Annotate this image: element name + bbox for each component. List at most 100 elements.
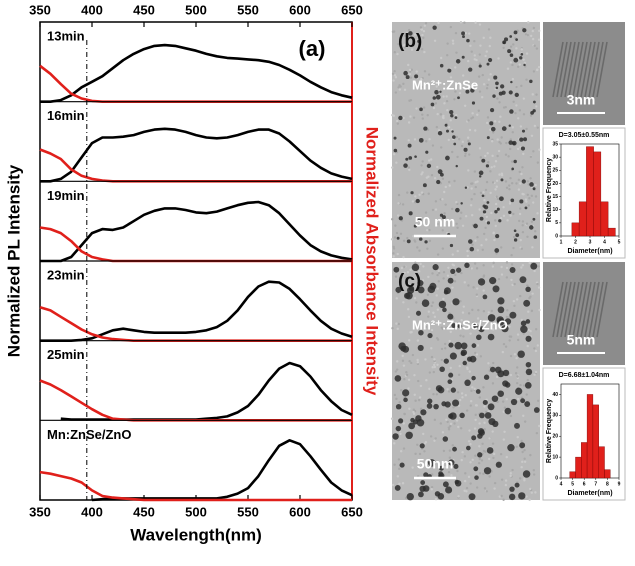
tem-noise xyxy=(500,478,504,481)
tem-noise xyxy=(445,95,448,98)
tem-noise xyxy=(516,435,519,439)
y-tick-label: 5 xyxy=(555,220,558,226)
particle xyxy=(450,268,456,274)
tem-noise xyxy=(416,246,419,249)
tem-noise xyxy=(422,265,425,268)
tem-noise xyxy=(531,292,534,295)
particle xyxy=(414,74,419,79)
tem-noise xyxy=(526,344,529,348)
tem-noise xyxy=(447,470,451,474)
tem-noise xyxy=(463,21,466,24)
particle xyxy=(503,37,509,42)
tem-noise xyxy=(446,420,449,424)
tem-noise xyxy=(426,293,430,296)
tem-noise xyxy=(431,272,434,275)
tem-noise xyxy=(433,363,436,367)
tem-noise xyxy=(477,109,480,112)
tem-noise xyxy=(482,36,485,40)
tem-noise xyxy=(426,247,429,250)
tem-noise xyxy=(398,482,401,486)
tem-noise xyxy=(464,152,467,155)
tem-noise xyxy=(492,361,495,365)
tem-noise xyxy=(447,180,451,184)
tem-noise xyxy=(443,212,446,215)
particle xyxy=(432,25,437,30)
particle xyxy=(451,323,457,328)
particle xyxy=(417,279,424,287)
tem-noise xyxy=(485,215,489,219)
particle xyxy=(490,126,496,132)
image-label: (c) xyxy=(398,271,421,292)
tem-noise xyxy=(525,52,529,55)
tem-noise xyxy=(509,138,512,141)
lattice-fringe xyxy=(580,41,592,98)
tem-noise xyxy=(443,102,446,105)
panel-sample-label: 23min xyxy=(47,267,85,282)
particle xyxy=(410,417,415,423)
tem-noise xyxy=(456,226,459,230)
tem-noise xyxy=(537,265,540,268)
particle xyxy=(484,412,492,419)
tem-noise xyxy=(522,58,525,61)
tem-noise xyxy=(487,28,491,31)
tem-noise xyxy=(403,378,406,381)
tem-noise xyxy=(511,77,515,81)
tem-noise xyxy=(501,400,505,403)
tem-noise xyxy=(480,95,484,99)
tem-noise xyxy=(468,153,471,156)
tem-noise xyxy=(509,45,513,48)
tem-noise xyxy=(474,181,477,184)
tem-noise xyxy=(420,191,424,194)
tem-noise xyxy=(510,263,514,266)
tem-noise xyxy=(535,105,538,108)
inset-scale-label: 5nm xyxy=(567,332,596,348)
tem-noise xyxy=(470,214,474,217)
spectrum-line xyxy=(40,280,353,342)
tem-noise xyxy=(404,34,407,38)
tem-noise xyxy=(431,208,435,212)
particle xyxy=(523,137,528,142)
tem-noise xyxy=(397,322,401,326)
tem-noise xyxy=(530,134,534,137)
particle xyxy=(518,492,526,500)
tem-noise xyxy=(436,273,439,277)
tem-noise xyxy=(488,44,491,48)
tem-noise xyxy=(529,114,533,117)
tem-noise xyxy=(536,68,539,71)
tem-noise xyxy=(538,308,541,312)
particle xyxy=(452,446,457,452)
tem-noise xyxy=(435,125,439,129)
tem-noise xyxy=(486,152,489,155)
tem-noise xyxy=(520,466,523,469)
particle xyxy=(519,442,526,449)
particle xyxy=(502,369,510,377)
tem-noise xyxy=(525,495,528,498)
tem-noise xyxy=(426,228,429,232)
tem-noise xyxy=(461,74,465,77)
y2-axis-label: Normalized Absorbance Intensity xyxy=(363,127,382,396)
particle xyxy=(489,366,496,373)
tem-noise xyxy=(420,466,424,469)
tem-noise xyxy=(533,269,536,273)
x-tick-label: 400 xyxy=(81,504,103,519)
tem-noise xyxy=(456,155,459,159)
tem-noise xyxy=(467,440,471,443)
particle xyxy=(400,345,407,352)
particle xyxy=(439,90,442,94)
particle xyxy=(445,486,453,494)
histogram-bar xyxy=(607,227,616,237)
tem-noise xyxy=(529,34,533,38)
tem-noise xyxy=(511,283,514,287)
tem-noise xyxy=(476,236,479,239)
particle xyxy=(464,379,471,387)
tem-noise xyxy=(421,463,424,467)
tem-noise xyxy=(459,217,462,220)
tem-noise xyxy=(533,373,536,376)
particle xyxy=(525,286,531,293)
particle xyxy=(419,485,426,492)
particle xyxy=(519,56,523,60)
particle xyxy=(427,459,436,467)
panel-sample-label: 19min xyxy=(47,188,85,203)
tem-noise xyxy=(442,277,445,280)
particle xyxy=(473,223,478,229)
